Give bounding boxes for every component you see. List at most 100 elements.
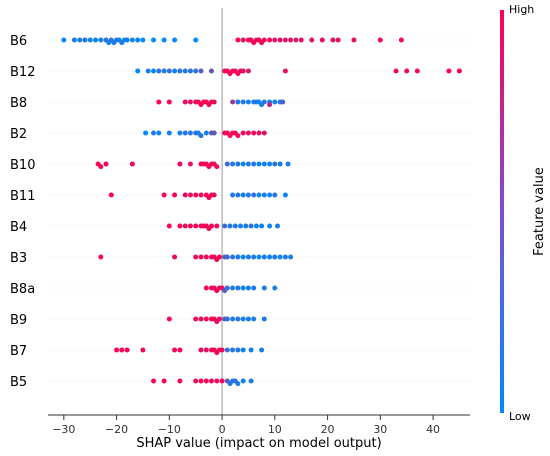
shap-point-b8 <box>267 102 273 108</box>
shap-point-b7 <box>172 347 178 353</box>
x-tick-label: −30 <box>52 423 75 436</box>
shap-point-b6 <box>335 37 341 43</box>
feature-label-b2: B2 <box>10 127 27 142</box>
shap-point-b7 <box>114 347 120 353</box>
shap-point-b6 <box>272 37 278 43</box>
shap-point-b6 <box>288 37 294 43</box>
shap-point-b9 <box>235 316 241 322</box>
shap-point-b3 <box>256 254 262 260</box>
shap-point-b5 <box>219 378 225 384</box>
shap-point-b6 <box>267 37 273 43</box>
shap-point-b12 <box>166 68 172 74</box>
shap-point-b6 <box>140 37 146 43</box>
shap-point-b12 <box>172 68 178 74</box>
x-tick-label: −10 <box>158 423 181 436</box>
shap-point-b6 <box>398 37 404 43</box>
shap-point-b12 <box>209 68 214 74</box>
shap-point-b10 <box>251 161 257 167</box>
shap-point-b6 <box>93 37 98 43</box>
shap-point-b8 <box>166 99 172 105</box>
shap-point-b6 <box>277 37 283 43</box>
shap-point-b9 <box>245 316 251 322</box>
shap-point-b11 <box>251 192 257 198</box>
shap-point-b8 <box>156 99 162 105</box>
shap-point-b7 <box>219 347 225 353</box>
shap-point-b6 <box>77 37 83 43</box>
shap-point-b9 <box>216 316 222 322</box>
shap-point-b12 <box>456 68 462 74</box>
shap-point-b8 <box>240 99 246 105</box>
shap-point-b3 <box>172 254 178 260</box>
shap-point-b7 <box>198 347 204 353</box>
colorbar-title: Feature value <box>532 167 547 256</box>
feature-label-b3: B3 <box>10 251 27 266</box>
shap-point-b4 <box>232 223 238 229</box>
shap-point-b4 <box>166 223 172 229</box>
x-tick-label: 0 <box>219 423 226 436</box>
shap-point-b6 <box>135 37 141 43</box>
shap-point-b7 <box>177 347 183 353</box>
shap-point-b9 <box>224 316 230 322</box>
shap-point-b8a <box>224 285 230 291</box>
shap-point-b6 <box>161 37 167 43</box>
shap-point-b9 <box>251 316 257 322</box>
shap-point-b6 <box>71 37 77 43</box>
shap-point-b7 <box>248 347 254 353</box>
shap-point-b8a <box>245 285 251 291</box>
shap-point-b7 <box>124 347 130 353</box>
shap-point-b12 <box>187 68 193 74</box>
shap-point-b5 <box>240 378 246 384</box>
shap-point-b4 <box>187 223 193 229</box>
shap-point-b9 <box>203 316 209 322</box>
shap-point-b8 <box>182 99 188 105</box>
shap-point-b10 <box>235 161 241 167</box>
shap-point-b10 <box>285 161 291 167</box>
x-axis-title: SHAP value (impact on model output) <box>136 436 381 451</box>
shap-point-b12 <box>245 68 251 74</box>
shap-point-b12 <box>404 68 410 74</box>
x-tick-label: 40 <box>426 423 440 436</box>
shap-point-b11 <box>245 192 251 198</box>
x-tick-label: 30 <box>373 423 387 436</box>
shap-point-b11 <box>108 192 114 198</box>
shap-point-b11 <box>267 192 273 198</box>
shap-point-b10 <box>98 164 104 170</box>
shap-point-b3 <box>245 254 251 260</box>
shap-point-b8a <box>240 285 246 291</box>
shap-point-b12 <box>151 68 156 74</box>
shap-point-b8 <box>187 99 193 105</box>
shap-point-b6 <box>330 37 336 43</box>
shap-point-b6 <box>261 37 267 43</box>
shap-point-b6 <box>151 37 156 43</box>
shap-point-b11 <box>187 192 193 198</box>
shap-point-b5 <box>161 378 167 384</box>
shap-point-b3 <box>224 254 230 260</box>
shap-point-b9 <box>198 316 204 322</box>
shap-point-b8a <box>235 285 241 291</box>
shap-point-b12 <box>240 68 246 74</box>
shap-point-b8 <box>261 99 267 105</box>
shap-point-b6 <box>282 37 288 43</box>
shap-point-b10 <box>224 161 230 167</box>
shap-point-b12 <box>393 68 399 74</box>
shap-point-b10 <box>256 161 262 167</box>
shap-point-b8a <box>272 285 278 291</box>
shap-point-b5 <box>235 381 241 387</box>
feature-label-b8a: B8a <box>10 282 35 297</box>
shap-point-b2 <box>256 130 262 136</box>
shap-point-b10 <box>129 161 135 167</box>
shap-point-b8a <box>230 285 236 291</box>
shap-point-b8 <box>230 99 236 105</box>
shap-point-b3 <box>240 254 246 260</box>
shap-point-b4 <box>209 223 214 229</box>
shap-point-b12 <box>135 68 141 74</box>
x-tick-label: 10 <box>268 423 282 436</box>
shap-point-b2 <box>203 130 209 136</box>
feature-label-b12: B12 <box>10 65 35 80</box>
shap-point-b12 <box>156 68 162 74</box>
shap-point-b2 <box>182 130 188 136</box>
shap-point-b6 <box>98 37 104 43</box>
shap-point-b6 <box>87 37 93 43</box>
shap-point-b9 <box>166 316 172 322</box>
